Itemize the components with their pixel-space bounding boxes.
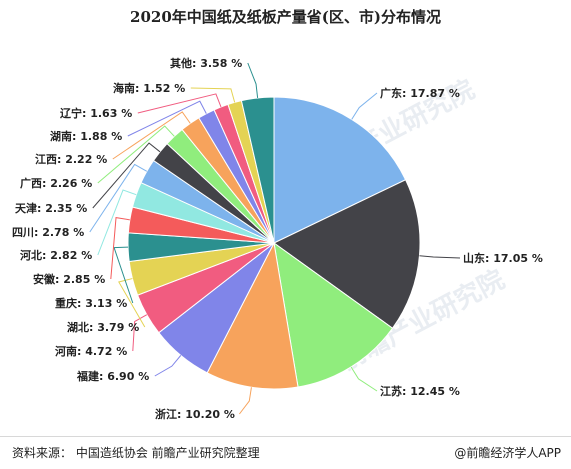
slice-label: 山东: 17.05 % [463,251,543,265]
pie-slice [273,96,407,244]
slice-label: 重庆: 3.13 % [55,296,127,310]
leader-line [154,355,182,377]
leader-line [419,255,461,259]
leader-line [92,142,161,209]
slice-label: 安徽: 2.85 % [33,272,105,286]
slice-label: 其他: 3.58 % [170,56,242,70]
leader-line [137,93,222,114]
leader-line [110,217,130,280]
divider [0,436,571,437]
slice-label: 广东: 17.87 % [380,86,460,100]
slice-label: 河南: 4.72 % [55,344,127,358]
source-note: 资料来源： 中国造纸协会 前瞻产业研究院整理 [12,446,260,460]
slice-label: 湖南: 1.88 % [50,129,122,143]
leader-line [247,62,259,98]
leader-line [132,314,148,352]
leader-line [89,163,148,233]
leader-line [351,92,378,120]
leader-line [127,100,207,137]
leader-line [190,87,236,103]
slice-label: 河北: 2.82 % [20,248,92,262]
slice-label: 广西: 2.26 % [20,176,92,190]
leader-line [97,125,175,184]
footer-brand: @前瞻经济学人APP [454,446,561,460]
leader-line [118,278,146,328]
leader-line [112,111,191,160]
pie-slice [206,241,299,390]
slice-label: 湖北: 3.79 % [67,320,139,334]
slice-label: 辽宁: 1.63 % [60,106,132,120]
slice-label: 四川: 2.78 % [12,226,84,239]
chart-title: 2020年中国纸及纸板产量省(区、市)分布情况 [130,8,441,26]
pie-slice [273,241,394,388]
leader-line [97,189,137,256]
slice-label: 福建: 6.90 % [76,369,149,383]
leader-line [350,366,378,392]
leader-line [239,387,252,415]
slice-label: 江苏: 12.45 % [380,384,460,398]
slice-label: 浙江: 10.20 % [155,407,235,421]
slice-label: 江西: 2.22 % [35,152,107,166]
slice-label: 海南: 1.52 % [113,81,185,95]
slice-label: 天津: 2.35 % [15,201,87,215]
leader-line [113,246,134,304]
